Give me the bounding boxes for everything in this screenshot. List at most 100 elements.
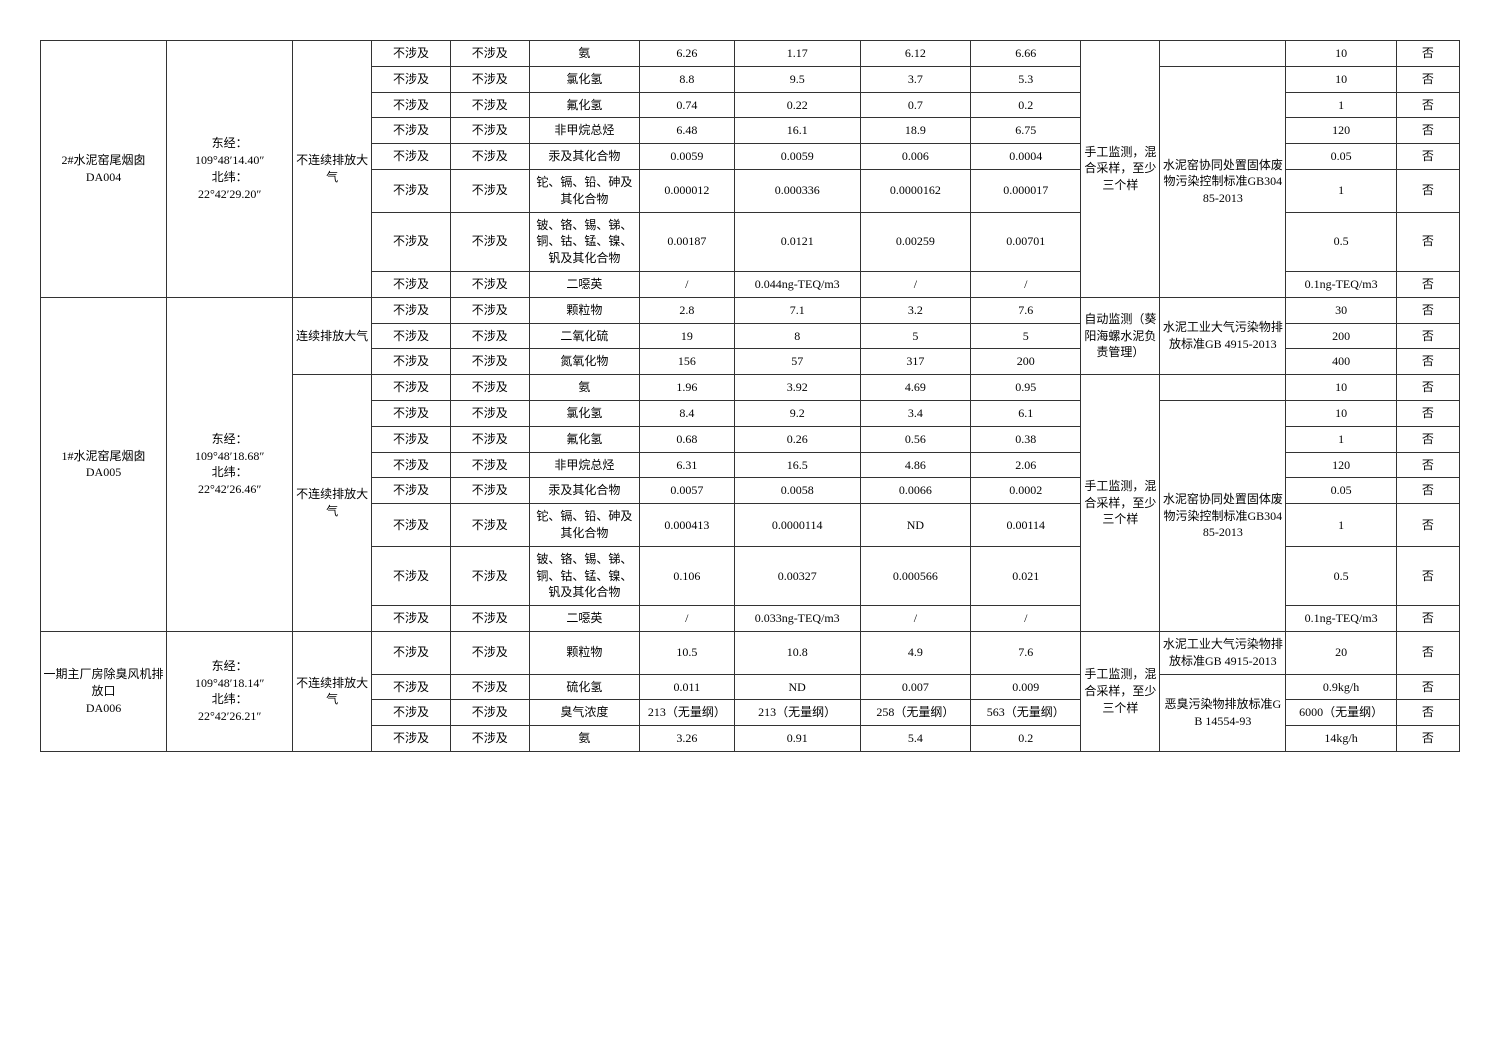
monitor-method: 手工监测，混合采样，至少三个样 <box>1081 41 1160 298</box>
val-q4: 0.0002 <box>971 478 1081 504</box>
limit: 0.9kg/h <box>1286 674 1396 700</box>
val-q4: 0.00701 <box>971 212 1081 271</box>
exceed: 否 <box>1396 66 1459 92</box>
emission-mode: 不连续排放大气 <box>293 375 372 632</box>
val-q1: 2.8 <box>640 297 735 323</box>
val-q1: 6.31 <box>640 452 735 478</box>
val-q3: 258（无量纲） <box>860 700 970 726</box>
val-q3: 6.12 <box>860 41 970 67</box>
limit: 14kg/h <box>1286 726 1396 752</box>
cell-c5: 不涉及 <box>450 726 529 752</box>
cell-c4: 不涉及 <box>372 144 451 170</box>
limit: 1 <box>1286 426 1396 452</box>
pollutant: 氨 <box>529 41 639 67</box>
val-q2: 9.2 <box>734 400 860 426</box>
val-q4: 0.2 <box>971 92 1081 118</box>
cell-c5: 不涉及 <box>450 66 529 92</box>
val-q2: 57 <box>734 349 860 375</box>
monitor-method: 手工监测，混合采样，至少三个样 <box>1081 631 1160 751</box>
exceed: 否 <box>1396 606 1459 632</box>
val-q3: 0.7 <box>860 92 970 118</box>
cell-c5: 不涉及 <box>450 212 529 271</box>
station-name: 1#水泥窑尾烟囱DA005 <box>41 297 167 631</box>
limit: 120 <box>1286 118 1396 144</box>
station-name: 2#水泥窑尾烟囱DA004 <box>41 41 167 298</box>
cell-c4: 不涉及 <box>372 271 451 297</box>
standard: 水泥工业大气污染物排放标准GB 4915-2013 <box>1160 631 1286 674</box>
exceed: 否 <box>1396 349 1459 375</box>
val-q2: 0.0000114 <box>734 504 860 547</box>
val-q4: 0.021 <box>971 546 1081 605</box>
pollutant: 硫化氢 <box>529 674 639 700</box>
cell-c4: 不涉及 <box>372 726 451 752</box>
exceed: 否 <box>1396 144 1459 170</box>
pollutant: 氮氧化物 <box>529 349 639 375</box>
val-q2: 3.92 <box>734 375 860 401</box>
val-q4: 5 <box>971 323 1081 349</box>
station-name: 一期主厂房除臭风机排放口DA006 <box>41 631 167 751</box>
cell-c4: 不涉及 <box>372 631 451 674</box>
pollutant: 铊、镉、铅、砷及其化合物 <box>529 169 639 212</box>
val-q3: 3.7 <box>860 66 970 92</box>
val-q2: 0.0058 <box>734 478 860 504</box>
val-q4: 0.2 <box>971 726 1081 752</box>
val-q4: 7.6 <box>971 631 1081 674</box>
val-q1: 0.011 <box>640 674 735 700</box>
pollutant: 汞及其化合物 <box>529 478 639 504</box>
val-q3: 0.0000162 <box>860 169 970 212</box>
standard <box>1160 41 1286 67</box>
pollutant: 二噁英 <box>529 271 639 297</box>
exceed: 否 <box>1396 504 1459 547</box>
cell-c4: 不涉及 <box>372 504 451 547</box>
val-q1: 0.0059 <box>640 144 735 170</box>
cell-c5: 不涉及 <box>450 674 529 700</box>
val-q2: 0.00327 <box>734 546 860 605</box>
val-q1: 0.68 <box>640 426 735 452</box>
table-row: 一期主厂房除臭风机排放口DA006东经：109°48′18.14″北纬：22°4… <box>41 631 1460 674</box>
val-q2: 213（无量纲） <box>734 700 860 726</box>
val-q2: 7.1 <box>734 297 860 323</box>
table-row: 2#水泥窑尾烟囱DA004东经：109°48′14.40″北纬：22°42′29… <box>41 41 1460 67</box>
val-q2: 0.044ng-TEQ/m3 <box>734 271 860 297</box>
val-q2: 0.26 <box>734 426 860 452</box>
cell-c4: 不涉及 <box>372 297 451 323</box>
pollutant: 二氧化硫 <box>529 323 639 349</box>
cell-c5: 不涉及 <box>450 375 529 401</box>
val-q4: / <box>971 606 1081 632</box>
val-q2: 0.0121 <box>734 212 860 271</box>
pollutant: 颗粒物 <box>529 297 639 323</box>
limit: 1 <box>1286 504 1396 547</box>
exceed: 否 <box>1396 452 1459 478</box>
exceed: 否 <box>1396 674 1459 700</box>
val-q2: 0.033ng-TEQ/m3 <box>734 606 860 632</box>
monitor-method: 手工监测，混合采样，至少三个样 <box>1081 375 1160 632</box>
val-q1: 8.8 <box>640 66 735 92</box>
val-q1: 0.00187 <box>640 212 735 271</box>
cell-c5: 不涉及 <box>450 271 529 297</box>
cell-c4: 不涉及 <box>372 41 451 67</box>
limit: 6000（无量纲） <box>1286 700 1396 726</box>
val-q1: 6.26 <box>640 41 735 67</box>
cell-c4: 不涉及 <box>372 400 451 426</box>
val-q1: 8.4 <box>640 400 735 426</box>
pollutant: 臭气浓度 <box>529 700 639 726</box>
val-q3: 18.9 <box>860 118 970 144</box>
exceed: 否 <box>1396 169 1459 212</box>
limit: 10 <box>1286 66 1396 92</box>
cell-c4: 不涉及 <box>372 375 451 401</box>
val-q3: 5 <box>860 323 970 349</box>
table-body: 2#水泥窑尾烟囱DA004东经：109°48′14.40″北纬：22°42′29… <box>41 41 1460 752</box>
val-q1: 3.26 <box>640 726 735 752</box>
cell-c4: 不涉及 <box>372 92 451 118</box>
cell-c4: 不涉及 <box>372 66 451 92</box>
cell-c4: 不涉及 <box>372 349 451 375</box>
val-q1: 1.96 <box>640 375 735 401</box>
val-q2: 1.17 <box>734 41 860 67</box>
limit: 1 <box>1286 169 1396 212</box>
val-q2: 16.1 <box>734 118 860 144</box>
limit: 0.05 <box>1286 478 1396 504</box>
limit: 20 <box>1286 631 1396 674</box>
val-q1: 0.000012 <box>640 169 735 212</box>
limit: 120 <box>1286 452 1396 478</box>
val-q3: 0.000566 <box>860 546 970 605</box>
